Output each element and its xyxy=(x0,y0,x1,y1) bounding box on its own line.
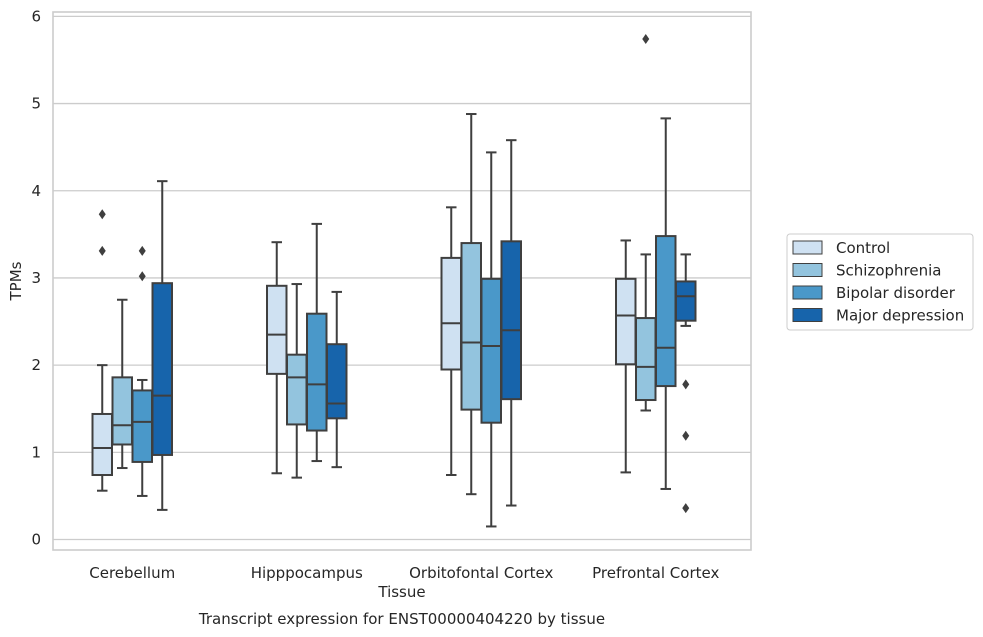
box xyxy=(286,353,308,426)
box xyxy=(675,280,697,322)
x-tick-label: Hipppocampus xyxy=(251,564,363,582)
box-group xyxy=(131,245,153,497)
x-tick-label: Prefrontal Cortex xyxy=(592,564,719,582)
legend-label: Bipolar disorder xyxy=(836,284,956,302)
outlier-point xyxy=(138,271,146,282)
box xyxy=(151,282,173,456)
y-tick-label: 3 xyxy=(31,269,41,287)
box xyxy=(111,376,133,446)
legend-label: Control xyxy=(836,239,890,257)
y-tick-label: 6 xyxy=(31,7,41,25)
legend: Control Schizophrenia Bipolar disorder Majo… xyxy=(786,233,974,331)
legend-label: Major depression xyxy=(836,307,964,325)
legend-swatch xyxy=(792,308,823,322)
box xyxy=(91,412,113,477)
x-axis-label: Tissue xyxy=(377,583,425,601)
box-group xyxy=(655,117,677,490)
box-group xyxy=(266,241,288,475)
outlier-point xyxy=(642,34,650,45)
chart-caption: Transcript expression for ENST0000040422… xyxy=(198,610,605,628)
y-axis-label: TPMs xyxy=(7,261,25,301)
y-tick-labels: 0 1 2 3 4 5 6 xyxy=(31,7,41,548)
outlier-point xyxy=(682,430,690,441)
x-tick-labels: Cerebellum Hipppocampus Orbitofontal Corte… xyxy=(89,564,719,582)
box-group xyxy=(675,253,697,514)
box xyxy=(500,240,522,401)
outlier-point xyxy=(98,245,106,256)
y-tick-label: 1 xyxy=(31,443,41,461)
box xyxy=(266,284,288,375)
legend-label: Schizophrenia xyxy=(836,262,941,280)
box-group xyxy=(111,298,133,470)
box xyxy=(480,277,502,424)
y-tick-label: 0 xyxy=(31,531,41,549)
y-tick-label: 4 xyxy=(31,182,41,200)
box xyxy=(635,317,657,402)
box-group xyxy=(306,222,328,463)
box xyxy=(655,235,677,388)
y-tick-label: 5 xyxy=(31,95,41,113)
box-group xyxy=(460,113,482,496)
box-group xyxy=(635,34,657,412)
legend-frame xyxy=(786,233,974,331)
legend-swatch xyxy=(792,240,823,255)
box xyxy=(131,389,153,463)
plot-frame xyxy=(52,11,752,551)
box-layer xyxy=(91,34,697,528)
box-group xyxy=(480,151,502,528)
box-group xyxy=(151,180,173,511)
box-group xyxy=(91,209,113,492)
box xyxy=(460,242,482,411)
box-group xyxy=(615,239,637,474)
legend-swatch xyxy=(792,263,823,277)
box-group xyxy=(326,290,348,469)
box xyxy=(615,277,637,366)
box xyxy=(440,256,462,371)
box-group xyxy=(440,206,462,477)
box xyxy=(306,312,328,432)
box xyxy=(326,343,348,420)
box-group xyxy=(286,283,308,479)
x-tick-label: Cerebellum xyxy=(89,564,175,582)
outlier-point xyxy=(98,209,106,220)
outlier-point xyxy=(682,379,690,390)
outlier-point xyxy=(682,503,690,514)
legend-swatch xyxy=(792,285,823,300)
outlier-point xyxy=(138,245,146,256)
box-group xyxy=(500,139,522,507)
x-tick-label: Orbitofontal Cortex xyxy=(409,564,553,582)
y-tick-label: 2 xyxy=(31,356,41,374)
